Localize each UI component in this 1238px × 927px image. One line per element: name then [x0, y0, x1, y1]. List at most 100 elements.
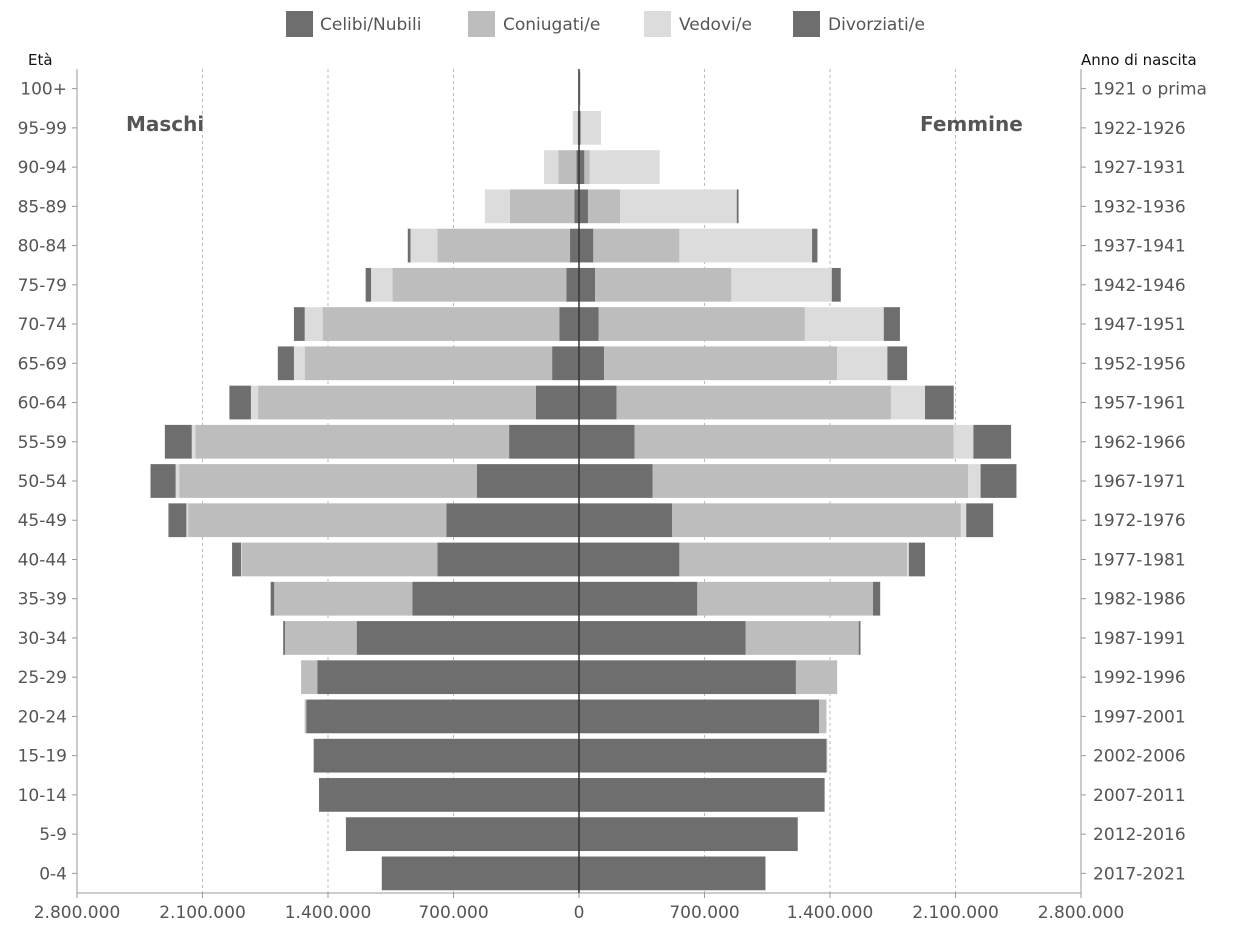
bar-male-celibi-50-54	[476, 464, 579, 498]
bar-male-vedovi-45-49	[186, 503, 189, 538]
bar-female-vedovi-45-49	[960, 503, 967, 538]
bar-female-celibi-30-34	[579, 621, 746, 655]
bar-male-celibi-80-84	[570, 228, 579, 263]
bar-female-divorziati-65-69	[887, 346, 908, 381]
x-tick-label: 2.800.000	[1038, 903, 1125, 923]
bar-female-divorziati-35-39	[873, 581, 881, 616]
bar-female-divorziati-70-74	[883, 307, 900, 341]
bar-female-divorziati-85-89	[736, 189, 739, 224]
age-label: 25-29	[18, 668, 67, 688]
bar-female-celibi-60-64	[579, 385, 617, 420]
bar-female-coniugati-60-64	[616, 385, 891, 420]
bar-male-vedovi-95-99	[572, 110, 578, 145]
bar-male-coniugati-90-94	[558, 150, 577, 184]
bar-female-coniugati-90-94	[584, 150, 590, 184]
bar-male-coniugati-55-59	[195, 424, 510, 459]
x-tick-label: 700.000	[418, 903, 488, 923]
bar-male-celibi-70-74	[559, 307, 579, 341]
birth-year-label: 1972-1976	[1093, 511, 1186, 531]
bar-male-coniugati-95-99	[577, 110, 579, 145]
birth-year-label: 1987-1991	[1093, 629, 1186, 649]
age-label: 10-14	[18, 786, 67, 806]
legend-swatch-divorziati	[793, 11, 820, 37]
x-tick-label: 2.100.000	[912, 903, 999, 923]
bar-female-vedovi-95-99	[581, 110, 602, 145]
axes: 2.800.000 2.100.000 1.400.000 700.000 0 700.0…	[18, 69, 1207, 923]
birth-year-label: 1957-1961	[1093, 394, 1186, 414]
age-label: 20-24	[18, 707, 67, 727]
bar-male-vedovi-85-89	[484, 189, 510, 224]
bar-female-divorziati-45-49	[966, 503, 994, 538]
bar-female-coniugati-25-29	[795, 660, 838, 695]
bar-female-celibi-15-19	[579, 738, 827, 773]
bar-male-coniugati-65-69	[304, 346, 553, 381]
birth-year-label: 2002-2006	[1093, 747, 1186, 767]
bar-female-celibi-45-49	[579, 503, 673, 538]
legend-swatch-coniugati	[468, 11, 495, 37]
bar-male-celibi-45-49	[446, 503, 579, 538]
bar-female-divorziati-55-59	[973, 424, 1012, 459]
bar-male-coniugati-70-74	[322, 307, 560, 341]
birth-year-label: 1927-1931	[1093, 158, 1186, 178]
left-axis-title: Età	[28, 51, 53, 69]
bar-female-celibi-0-4	[579, 856, 766, 891]
bar-female-celibi-35-39	[579, 581, 698, 616]
bar-female-vedovi-85-89	[620, 189, 737, 224]
age-label: 85-89	[18, 197, 67, 217]
males-label: Maschi	[126, 112, 204, 136]
bar-female-celibi-20-24	[579, 699, 820, 734]
legend-label-vedovi: Vedovi/e	[679, 15, 752, 35]
birth-year-label: 1992-1996	[1093, 668, 1186, 688]
bars	[150, 71, 1017, 891]
bar-male-vedovi-65-69	[293, 346, 305, 381]
bar-male-celibi-5-9	[345, 817, 579, 852]
bar-female-celibi-25-29	[579, 660, 796, 695]
bar-male-vedovi-40-44	[241, 542, 242, 577]
bar-female-celibi-40-44	[579, 542, 680, 577]
bar-female-coniugati-70-74	[598, 307, 805, 341]
bar-female-vedovi-60-64	[890, 385, 926, 420]
bar-male-divorziati-60-64	[229, 385, 251, 420]
bar-female-vedovi-50-54	[968, 464, 981, 498]
bar-male-celibi-65-69	[552, 346, 579, 381]
legend-label-divorziati: Divorziati/e	[828, 15, 925, 35]
bar-female-celibi-5-9	[579, 817, 798, 852]
bar-male-coniugati-35-39	[274, 581, 413, 616]
bar-female-coniugati-50-54	[652, 464, 969, 498]
bar-male-vedovi-50-54	[175, 464, 180, 498]
bar-female-vedovi-90-94	[589, 150, 660, 184]
bar-male-divorziati-55-59	[164, 424, 192, 459]
bar-female-coniugati-85-89	[587, 189, 621, 224]
bar-female-vedovi-55-59	[953, 424, 974, 459]
birth-year-label: 1932-1936	[1093, 197, 1186, 217]
bar-female-vedovi-70-74	[804, 307, 884, 341]
x-tick-label: 2.800.000	[34, 903, 121, 923]
birth-year-label: 2012-2016	[1093, 825, 1186, 845]
bar-female-celibi-55-59	[579, 424, 635, 459]
legend-swatch-celibi	[286, 11, 313, 37]
legend: Celibi/Nubili Coniugati/e Vedovi/e Divor…	[286, 11, 925, 37]
bar-male-celibi-90-94	[576, 150, 579, 184]
bar-male-divorziati-80-84	[407, 228, 411, 263]
age-label: 35-39	[18, 590, 67, 610]
bar-male-coniugati-25-29	[301, 660, 318, 695]
x-tick-label: 2.100.000	[159, 903, 246, 923]
bar-female-celibi-70-74	[579, 307, 599, 341]
bar-female-vedovi-100+	[579, 71, 581, 106]
bar-male-celibi-40-44	[437, 542, 579, 577]
birth-year-label: 1982-1986	[1093, 590, 1186, 610]
age-label: 95-99	[18, 119, 67, 139]
bar-female-divorziati-60-64	[925, 385, 954, 420]
bar-male-celibi-60-64	[535, 385, 579, 420]
bar-male-vedovi-90-94	[544, 150, 559, 184]
bar-female-coniugati-80-84	[593, 228, 680, 263]
bar-female-coniugati-45-49	[672, 503, 961, 538]
bar-male-divorziati-35-39	[270, 581, 275, 616]
bar-male-celibi-55-59	[509, 424, 579, 459]
bar-male-divorziati-70-74	[293, 307, 305, 341]
x-tick-label: 1.400.000	[787, 903, 874, 923]
bar-male-vedovi-55-59	[191, 424, 196, 459]
bar-female-divorziati-80-84	[812, 228, 818, 263]
age-label: 30-34	[18, 629, 67, 649]
